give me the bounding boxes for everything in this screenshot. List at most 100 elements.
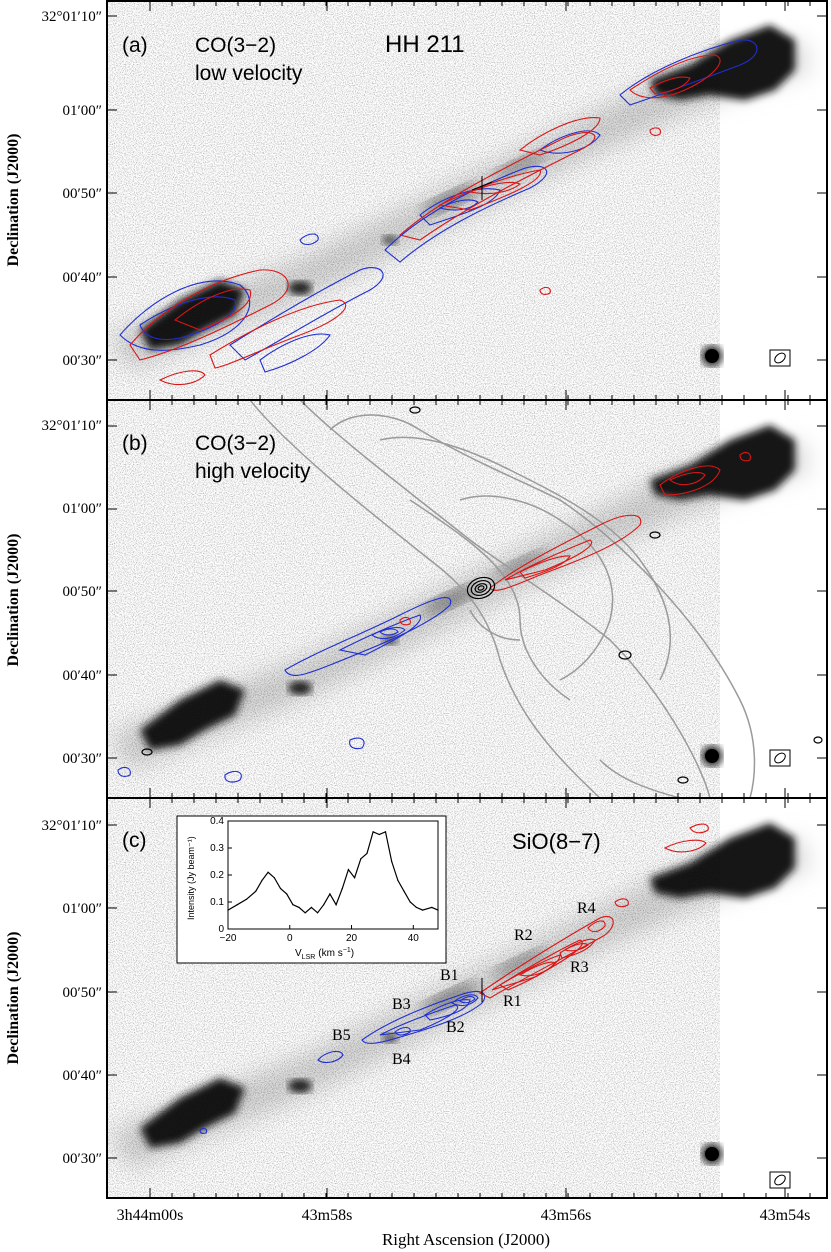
spectrum-point bbox=[304, 912, 306, 914]
knot-label-b2: B2 bbox=[446, 1019, 465, 1036]
y-axis-label-b: Declination (J2000) bbox=[5, 534, 22, 667]
spectrum-point bbox=[329, 893, 331, 895]
spectrum-point bbox=[267, 871, 269, 873]
spectrum-point bbox=[316, 912, 319, 914]
inset-x-tick-label: −20 bbox=[220, 933, 237, 944]
spectrum-point bbox=[310, 906, 312, 909]
spectrum-inset: −20 0 20 40 00.10.20.30.4 VLSR (km s−1) Inte… bbox=[176, 815, 447, 964]
inset-xlabel: VLSR (km s−1) bbox=[295, 947, 354, 961]
object-name: HH 211 bbox=[385, 31, 465, 58]
spectrum-point bbox=[292, 904, 294, 906]
y-tick-b-3: 00′50″ bbox=[62, 584, 102, 600]
sio-red-contours bbox=[478, 823, 709, 999]
x-tick-1: 3h44m00s bbox=[117, 1207, 184, 1224]
inset-y-tick-label: 0.4 bbox=[210, 816, 224, 827]
spectrum-point bbox=[341, 887, 343, 890]
inset-x-tick-label: 0 bbox=[287, 933, 293, 944]
knot-label-r2: R2 bbox=[514, 927, 533, 944]
inset-y-tick-label: 0 bbox=[218, 924, 224, 935]
beam-ellipse-a bbox=[769, 349, 791, 367]
inset-x-tick-label: 40 bbox=[408, 933, 420, 944]
y-tick-b-2: 01′00″ bbox=[62, 501, 102, 517]
spectrum-point bbox=[286, 893, 288, 895]
beam-ellipse-c bbox=[769, 1171, 791, 1189]
source-marker-a bbox=[471, 176, 493, 200]
y-tick-c-2: 01′00″ bbox=[62, 901, 102, 917]
spectrum-point bbox=[245, 898, 248, 900]
y-tick-b-5: 00′30″ bbox=[62, 751, 102, 767]
y-axis-label-a: Declination (J2000) bbox=[5, 134, 22, 267]
knot-label-b4: B4 bbox=[392, 1051, 411, 1068]
y-tick-a-5: 00′30″ bbox=[62, 353, 102, 369]
panel-a: (a) CO(3−2) low velocity HH 211 bbox=[106, 0, 828, 401]
sio-blue-contours bbox=[199, 991, 486, 1134]
y-axis-labels: Declination (J2000) Declination (J2000) … bbox=[5, 134, 22, 1065]
y-tick-b-1: 32°01′10″ bbox=[41, 418, 102, 434]
x-tick-labels: 3h44m00s 43m58s 43m56s 43m54s bbox=[117, 1207, 811, 1224]
spectrum-point bbox=[372, 831, 374, 833]
panel-tag-c: (c) bbox=[122, 829, 147, 852]
spectrum-point bbox=[298, 906, 300, 909]
knot-label-b1: B1 bbox=[440, 967, 459, 984]
y-tick-a-1: 32°01′10″ bbox=[41, 9, 102, 25]
redshifted-contours-b bbox=[399, 451, 751, 626]
inset-x-tick-label: 20 bbox=[346, 933, 358, 944]
redshifted-contours-a bbox=[129, 54, 721, 386]
spectrum-point bbox=[236, 904, 238, 906]
spectrum-point bbox=[366, 852, 368, 855]
y-tick-labels: 32°01′10″ 01′00″ 00′50″ 00′40″ 00′30″ 32… bbox=[41, 9, 102, 1167]
knot-label-r3: R3 bbox=[570, 959, 589, 976]
panel-title-c: SiO(8−7) bbox=[512, 829, 601, 854]
spectrum-point bbox=[347, 869, 350, 871]
y-tick-c-3: 00′50″ bbox=[62, 985, 102, 1001]
spectrum-point bbox=[378, 833, 380, 836]
envelope-contours-b bbox=[249, 400, 756, 798]
spectrum-point bbox=[335, 904, 337, 906]
spectrum-point bbox=[409, 901, 411, 903]
inset-ylabel: Intensity (Jy beam⁻¹) bbox=[186, 836, 196, 920]
panel-tag-b: (b) bbox=[122, 432, 148, 455]
spectrum-point bbox=[255, 890, 257, 892]
spectrum-point bbox=[391, 860, 393, 863]
continuum-contours-b bbox=[141, 406, 823, 784]
y-axis-label-c: Declination (J2000) bbox=[5, 932, 22, 1065]
y-tick-a-4: 00′40″ bbox=[62, 270, 102, 286]
panel-title-b-line1: CO(3−2) bbox=[195, 432, 276, 455]
spectrum-point bbox=[227, 909, 229, 911]
spectrum-point bbox=[273, 877, 275, 879]
knot-label-b5: B5 bbox=[332, 1027, 351, 1044]
y-tick-b-4: 00′40″ bbox=[62, 668, 102, 684]
spectrum-point bbox=[415, 906, 417, 909]
beam-ellipse-b bbox=[769, 749, 791, 767]
panel-b: (b) CO(3−2) high velocity bbox=[0, 399, 828, 800]
spectrum-point bbox=[421, 909, 424, 911]
knot-label-b3: B3 bbox=[392, 996, 411, 1013]
panel-tag-a: (a) bbox=[122, 34, 148, 57]
y-tick-a-3: 00′50″ bbox=[62, 186, 102, 202]
spectrum-point bbox=[384, 831, 387, 833]
x-tick-3: 43m56s bbox=[541, 1207, 592, 1224]
greyscale-image-b bbox=[0, 400, 810, 800]
blueshifted-contours-b bbox=[117, 597, 452, 783]
y-tick-c-1: 32°01′10″ bbox=[41, 818, 102, 834]
y-tick-a-2: 01′00″ bbox=[62, 103, 102, 119]
y-tick-c-4: 00′40″ bbox=[62, 1068, 102, 1084]
panel-frame-c bbox=[106, 797, 828, 1199]
inset-background bbox=[176, 815, 447, 964]
spectrum-point bbox=[354, 877, 356, 879]
spectrum-point bbox=[437, 909, 439, 911]
panel-title-a-line1: CO(3−2) bbox=[195, 34, 276, 57]
x-tick-4: 43m54s bbox=[760, 1207, 811, 1224]
knot-label-r1: R1 bbox=[503, 993, 522, 1010]
x-tick-2: 43m58s bbox=[302, 1207, 353, 1224]
x-axis-label: Right Ascension (J2000) bbox=[382, 1230, 550, 1249]
inset-y-tick-label: 0.3 bbox=[210, 843, 224, 854]
inset-y-tick-label: 0.2 bbox=[210, 870, 224, 881]
spectrum-point bbox=[403, 890, 405, 892]
blueshifted-contours-a bbox=[119, 39, 758, 373]
y-tick-c-5: 00′30″ bbox=[62, 1151, 102, 1167]
panel-title-a-line2: low velocity bbox=[195, 62, 303, 85]
spectrum-point bbox=[279, 887, 282, 890]
spectrum-point bbox=[431, 906, 433, 909]
